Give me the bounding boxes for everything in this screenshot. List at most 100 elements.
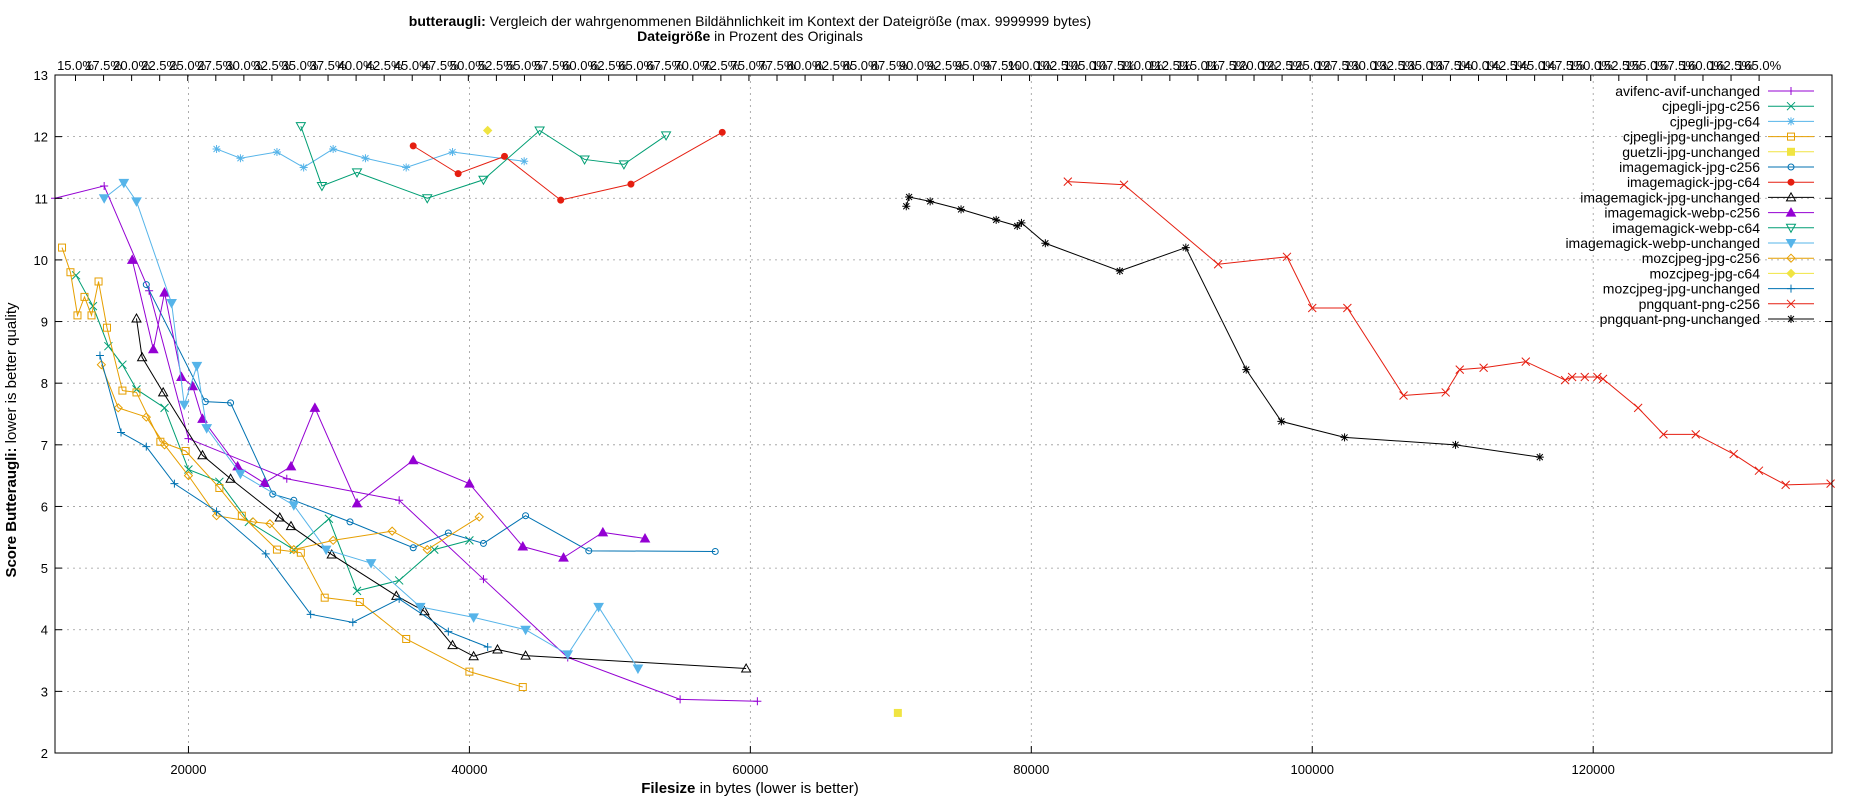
series-line [100,364,480,551]
data-point [522,512,530,520]
y-tick-label: 7 [41,438,48,453]
data-point [534,126,545,136]
data-point [272,148,281,157]
data-point [58,243,67,252]
y-axis-label-rest: lower is better quality [3,302,20,448]
top-tick-label: 97.5% [983,58,1020,73]
legend-item: imagemagick-jpg-c256 [1619,159,1814,175]
data-point [118,386,127,395]
data-point [248,517,258,527]
data-point [159,287,170,297]
data-point [170,479,179,488]
data-point [178,400,190,411]
data-point [395,496,404,505]
legend-marker [1787,284,1795,293]
data-point [346,518,354,526]
data-point [1399,391,1408,400]
data-point [96,359,107,370]
data-point [258,477,270,488]
data-point [1593,372,1602,382]
legend-marker [1786,268,1796,279]
series-line [905,196,1540,458]
x-axis-label-bold: Filesize [641,780,695,797]
top-tick-label: 152.5% [1597,58,1642,73]
top-tick-label: 45.0% [394,58,431,73]
legend-label: imagemagick-jpg-c256 [1619,159,1760,175]
legend-marker [1787,178,1795,186]
top-tick-label: 15.0% [57,58,94,73]
data-point [191,361,203,372]
legend-marker [1787,87,1795,95]
data-point [905,193,914,202]
data-point [329,144,338,153]
data-point [407,454,419,465]
top-tick-label: 115.0% [1176,58,1220,73]
data-point [1213,259,1223,269]
data-point [1340,433,1349,442]
legend-marker [1785,239,1797,249]
legend-label: pngquant-png-c256 [1639,296,1761,312]
data-point [288,501,300,511]
series-line [412,131,723,201]
data-point [1659,429,1668,439]
top-tick-label: 17.5% [85,58,122,73]
data-point [557,196,565,204]
data-point [142,442,151,451]
x-tick-label: 100000 [1291,762,1334,777]
series-line [135,318,747,670]
legend-item: avifenc-avif-unchanged [1615,83,1814,99]
data-point [579,155,590,165]
top-tick-label: 157.5% [1653,58,1698,73]
top-tick-label: 87.5% [871,58,908,73]
data-point [618,160,630,170]
data-point [80,292,89,301]
data-point [448,148,457,157]
data-point [142,281,150,289]
data-point [316,181,328,192]
top-tick-label: 32.5% [253,58,290,73]
data-point [95,351,104,360]
data-point [718,128,726,136]
series-pngquant-png-c256 [1063,177,1835,490]
legend-item: mozcjpeg-jpg-c256 [1642,250,1814,266]
top-tick-label: 67.5% [646,58,683,73]
legend-label: cjpegli-jpg-unchanged [1623,129,1760,145]
series-cjpegli-jpg-c64 [212,144,529,172]
data-point [235,469,246,480]
series-line [145,284,716,552]
data-point [88,301,98,311]
data-point [562,650,574,660]
data-point [215,483,224,492]
data-point [131,312,142,323]
data-point [1455,365,1465,374]
data-point [320,593,329,602]
data-point [1633,403,1643,413]
legend-item: imagemagick-jpg-unchanged [1580,189,1814,205]
data-point [957,205,966,214]
y-tick-label: 4 [41,623,48,638]
top-tick-label: 82.5% [815,58,852,73]
legend: avifenc-avif-unchangedcjpegli-jpg-c256cj… [1565,83,1814,327]
top-tick-label: 150.0% [1569,58,1614,73]
data-point [1781,480,1790,490]
data-point [324,514,334,524]
data-point [676,695,685,704]
legend-item: imagemagick-webp-unchanged [1565,235,1814,251]
data-point [1451,440,1460,449]
legend-item: imagemagick-webp-c64 [1612,220,1814,236]
data-point [160,403,169,413]
legend-item: mozcjpeg-jpg-c64 [1650,265,1814,281]
top-axis-label-bold: Dateigröße [637,28,710,44]
y-tick-label: 10 [34,253,48,268]
data-point [131,197,142,207]
data-point [295,122,307,132]
top-tick-label: 137.5% [1428,58,1473,73]
data-point [212,507,221,516]
x-tick-label: 60000 [732,762,768,777]
top-tick-label: 162.5% [1709,58,1754,73]
data-point [409,142,417,150]
series-guetzli-jpg-unchanged [893,708,902,717]
legend-marker [1786,253,1796,263]
data-point [414,602,426,613]
data-point [1535,453,1544,462]
